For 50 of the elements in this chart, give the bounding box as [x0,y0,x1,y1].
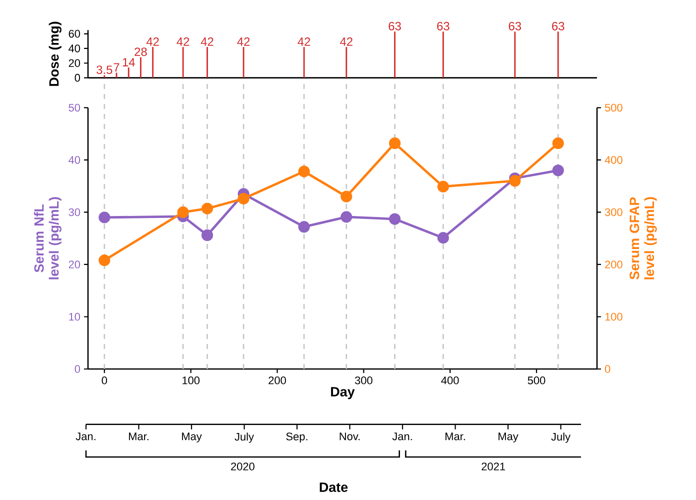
x-tick-label: 400 [441,376,459,384]
x2-tick-label: July [551,432,570,443]
data-label: 42 [340,37,352,46]
y-tick-label: 50 [68,104,80,112]
data-label: 42 [298,37,310,46]
y-tick-label: 30 [68,208,80,216]
data-label: 28 [134,48,147,56]
y2-tick-label: 100 [605,312,622,321]
x2-tick-label: Mar. [446,432,465,440]
y2-tick-label: 0 [604,365,610,373]
x2-tick-label: Nov. [340,432,360,440]
y-tick-label: 40 [68,156,80,164]
x-tick-label: 500 [528,376,546,384]
data-label: 42 [237,37,250,46]
y2-axis-title: Serum GFAP level (pg/mL) [630,197,657,280]
data-label: 14 [122,58,135,66]
x-tick-label: 200 [268,376,286,384]
data-label: 63 [437,22,450,30]
x2-tick-label: July [234,432,254,443]
data-label: 63 [552,22,564,30]
x2-tick-label: May [182,432,202,442]
y-tick-label: 0 [74,365,80,373]
data-label: 63 [388,22,401,30]
y-axis-title: Serum NfL level (pg/mL) [34,197,62,280]
x-tick-label: 0 [102,376,108,384]
text: 2021 [482,462,505,470]
x2-tick-label: Jan. [76,432,96,440]
data-label: 63 [508,22,522,30]
data-label: 42 [176,37,190,46]
y2-tick-label: 400 [604,156,622,164]
y3-tick-label: 60 [68,30,80,38]
x2-tick-label: May [498,432,518,442]
x2-tick-label: Mar. [129,432,148,440]
x-tick-label: 100 [182,376,200,384]
data-label: 3.5 [96,66,112,74]
y3-axis-title: Dose (mg) [48,22,62,86]
data-label: 7 [114,63,120,72]
y2-tick-label: 200 [605,260,622,268]
x2-axis-title: Date [320,482,348,492]
x-axis-title: Day [331,387,355,400]
data-label: 42 [146,37,159,46]
y2-tick-label: 300 [604,208,622,216]
y2-tick-label: 500 [604,104,622,112]
data-label: 42 [200,37,214,46]
y-tick-label: 20 [68,260,80,268]
x2-tick-label: Jan. [392,432,412,440]
x2-tick-label: Sep. [286,432,308,443]
y-tick-label: 10 [69,312,80,321]
x-tick-label: 300 [354,376,372,384]
text: 2020 [231,462,254,470]
